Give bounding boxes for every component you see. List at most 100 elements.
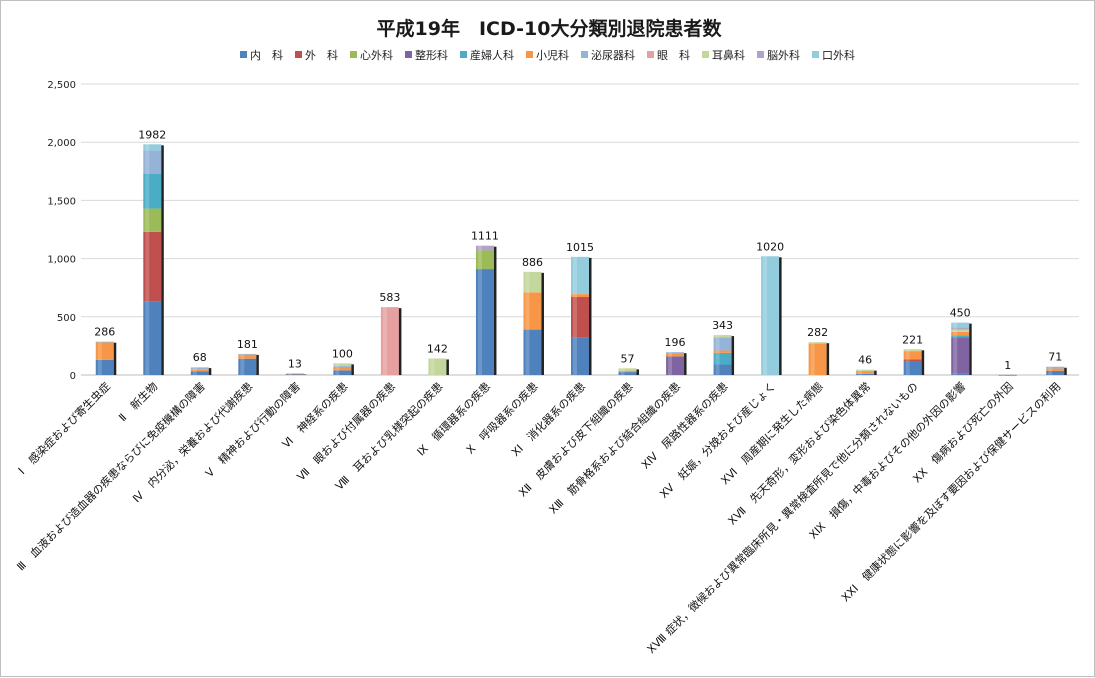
bar-highlight xyxy=(953,331,958,336)
legend-entry: 整形科 xyxy=(415,48,448,62)
total-labels: 286 1982 68 181 13 100 583 142 1111 886 1015 57 196 3… xyxy=(94,128,1062,372)
bar-shadow xyxy=(351,364,354,375)
category-label: XⅩⅠ 健康状態に影響を及ぼす要因および保健サービスの利用 xyxy=(838,379,1063,604)
bar-highlight xyxy=(192,367,197,369)
bar-segment xyxy=(190,368,209,370)
legend-entry: 心外科 xyxy=(360,48,393,62)
bar-highlight xyxy=(145,208,150,232)
bar-highlight xyxy=(145,150,150,174)
bar-highlight xyxy=(953,373,958,375)
bar-highlight xyxy=(953,322,958,328)
bar-segment xyxy=(238,354,257,359)
bar-segment xyxy=(808,342,827,344)
bar-highlight xyxy=(525,329,530,375)
bar-segment xyxy=(951,327,970,330)
y-tick-label: 500 xyxy=(57,313,76,324)
bar-segment xyxy=(333,366,352,371)
category-label: XⅣ 尿路性器系の疾患 xyxy=(638,379,730,471)
bar-highlight xyxy=(858,369,863,371)
legend-entry: 眼 科 xyxy=(657,48,690,62)
bar-segment xyxy=(475,250,494,270)
bar-shadow xyxy=(826,343,830,375)
bar-highlight xyxy=(97,359,102,375)
bar-highlight xyxy=(145,173,150,209)
bar-shadow xyxy=(398,308,402,375)
bar-highlight xyxy=(240,353,245,355)
bar-segment xyxy=(713,352,732,365)
y-tick-label: 2,500 xyxy=(47,80,76,91)
y-axis-ticks: 0 500 1,000 1,500 2,000 2,500 xyxy=(47,80,76,382)
bar-highlight xyxy=(240,354,245,359)
bar-highlight xyxy=(715,335,720,338)
bar-highlight xyxy=(620,370,625,373)
bar-segment xyxy=(190,369,209,372)
bar-highlight xyxy=(668,356,673,375)
category-label: Ⅶ 眼および付属器の疾患 xyxy=(294,379,398,483)
bar-segment xyxy=(1046,366,1065,369)
legend-swatch xyxy=(295,51,302,58)
bar-highlight xyxy=(905,351,910,360)
y-tick-label: 1,000 xyxy=(47,255,76,266)
total-label: 282 xyxy=(807,326,828,339)
bar-segment xyxy=(143,173,162,209)
bar-segment xyxy=(713,337,732,351)
bar-highlight xyxy=(715,364,720,375)
bar-highlight xyxy=(192,371,197,375)
legend-entry: 泌尿器科 xyxy=(591,48,635,62)
category-label: Ⅲ 血液および造血器の疾患ならびに免疫機構の障害 xyxy=(14,379,208,573)
legend-entry: 脳外科 xyxy=(767,48,800,62)
bar-segment xyxy=(238,353,257,355)
bar-segment xyxy=(951,337,970,374)
bar-segment xyxy=(143,231,162,302)
bar-segment xyxy=(428,358,447,375)
bar-highlight xyxy=(715,337,720,351)
bar-segment xyxy=(951,373,970,375)
bar-shadow xyxy=(636,369,640,375)
chart-title: 平成19年 ICD-10大分類別退院患者数 xyxy=(377,17,723,40)
bar-segment xyxy=(238,358,257,375)
total-label: 1020 xyxy=(756,240,784,253)
bar-shadow xyxy=(303,374,307,375)
bar-shadow xyxy=(208,368,212,375)
legend-swatch xyxy=(460,51,467,58)
bar-shadow xyxy=(446,359,449,375)
bar-highlight xyxy=(858,370,863,372)
total-label: 142 xyxy=(427,342,448,355)
total-label: 196 xyxy=(665,336,686,349)
bar-segment xyxy=(475,269,494,375)
bar-highlight xyxy=(525,271,530,293)
bar-shadow xyxy=(969,323,972,375)
bar-highlight xyxy=(905,349,910,352)
legend-swatch xyxy=(526,51,533,58)
bar-highlight xyxy=(192,369,197,372)
bar-highlight xyxy=(430,358,435,375)
bar-segment xyxy=(333,370,352,375)
bar-highlight xyxy=(97,341,102,343)
bar-segment xyxy=(618,372,637,375)
legend: 内 科 外 科 心外科 整形科 産婦人科 小児科 泌尿器科 眼 科 耳鼻科 脳外科 口外科 xyxy=(240,48,855,62)
bar-segment xyxy=(95,359,114,375)
total-label: 1 xyxy=(1004,359,1011,372)
bar-segment xyxy=(856,371,875,374)
bar-segment xyxy=(571,256,589,295)
bar-highlight xyxy=(573,297,577,338)
bar-segment xyxy=(808,343,827,375)
bar-highlight xyxy=(953,337,958,374)
bar-segment xyxy=(333,363,352,366)
legend-entry: 耳鼻科 xyxy=(712,48,745,62)
legend-swatch xyxy=(702,51,709,58)
bar-shadow xyxy=(684,353,687,375)
bar-highlight xyxy=(382,307,387,375)
bar-segment xyxy=(285,373,304,375)
bar-segment xyxy=(143,150,162,174)
bar-shadow xyxy=(1064,367,1067,375)
bar-segment xyxy=(951,331,970,336)
legend-swatch xyxy=(350,51,357,58)
bar-shadow xyxy=(541,272,544,375)
legend-swatch xyxy=(812,51,819,58)
bar-segment xyxy=(95,341,114,343)
total-label: 1111 xyxy=(471,230,499,243)
bar-highlight xyxy=(810,343,815,375)
